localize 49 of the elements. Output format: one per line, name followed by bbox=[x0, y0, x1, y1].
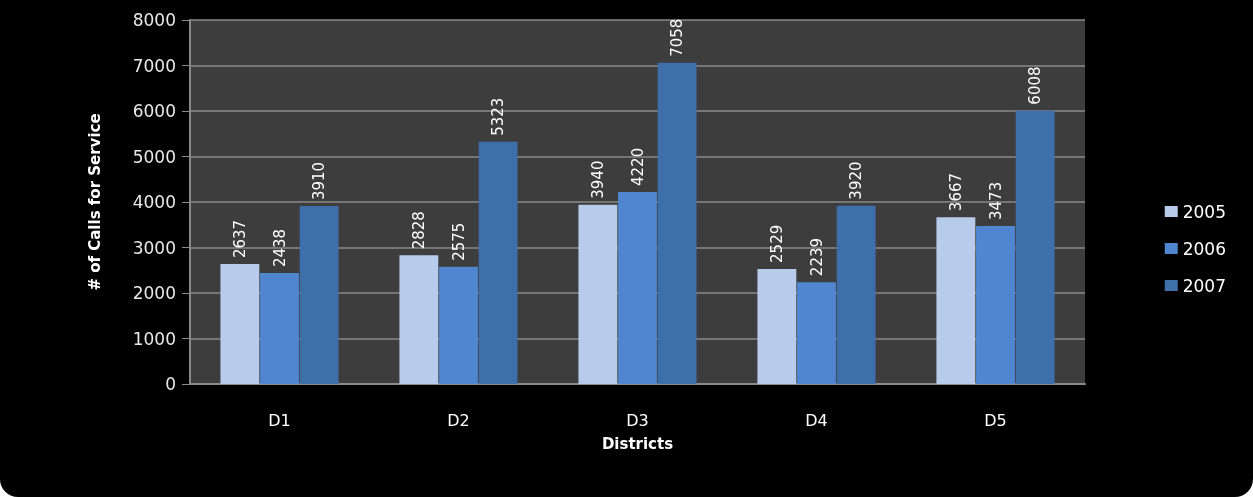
data-label: 3920 bbox=[847, 161, 866, 200]
x-axis-title: Districts bbox=[601, 434, 674, 453]
bar bbox=[976, 225, 1015, 384]
data-label: 7058 bbox=[668, 18, 687, 57]
y-tick-label: 7000 bbox=[132, 55, 176, 76]
y-tick-label: 0 bbox=[165, 374, 176, 394]
legend-label: 2005 bbox=[1182, 201, 1226, 222]
bar bbox=[439, 266, 478, 384]
y-tick-label: 8000 bbox=[132, 10, 176, 30]
y-tick-label: 3000 bbox=[132, 237, 176, 258]
bar bbox=[220, 264, 260, 384]
legend-label: 2006 bbox=[1182, 238, 1226, 259]
data-label: 2637 bbox=[230, 219, 249, 259]
data-label: 2438 bbox=[270, 228, 289, 268]
x-tick-label: D5 bbox=[984, 410, 1007, 430]
data-label: 6008 bbox=[1026, 66, 1045, 105]
bar bbox=[478, 141, 518, 384]
bar bbox=[1015, 110, 1055, 384]
y-axis-title: # of Calls for Service bbox=[85, 113, 104, 291]
data-label: 3667 bbox=[946, 172, 965, 212]
y-tick-label: 1000 bbox=[132, 328, 176, 349]
legend-label: 2007 bbox=[1182, 275, 1226, 296]
bar bbox=[836, 205, 876, 384]
data-label: 3940 bbox=[588, 160, 607, 199]
x-tick-label: D3 bbox=[626, 410, 649, 430]
data-label: 2828 bbox=[409, 211, 428, 250]
bar bbox=[399, 255, 439, 384]
data-label: 4220 bbox=[628, 147, 647, 186]
y-tick-label: 2000 bbox=[132, 283, 176, 303]
x-tick-label: D4 bbox=[805, 410, 828, 430]
data-label: 2529 bbox=[767, 224, 786, 263]
y-tick-label: 6000 bbox=[132, 101, 176, 121]
bar bbox=[260, 273, 299, 384]
data-label: 2239 bbox=[807, 237, 826, 277]
y-tick-label: 4000 bbox=[132, 192, 176, 212]
bar bbox=[299, 206, 339, 384]
x-tick-label: D1 bbox=[268, 410, 291, 430]
data-label: 2575 bbox=[449, 222, 468, 261]
y-tick-label: 5000 bbox=[132, 146, 176, 167]
data-label: 5323 bbox=[489, 97, 508, 136]
bar bbox=[936, 217, 976, 384]
bar bbox=[618, 191, 657, 384]
data-label: 3910 bbox=[310, 161, 329, 201]
x-tick-label: D2 bbox=[447, 410, 470, 430]
bar bbox=[797, 282, 836, 384]
bar bbox=[578, 204, 618, 384]
bar bbox=[757, 268, 797, 384]
bar bbox=[657, 62, 697, 384]
data-label: 3473 bbox=[986, 181, 1005, 220]
